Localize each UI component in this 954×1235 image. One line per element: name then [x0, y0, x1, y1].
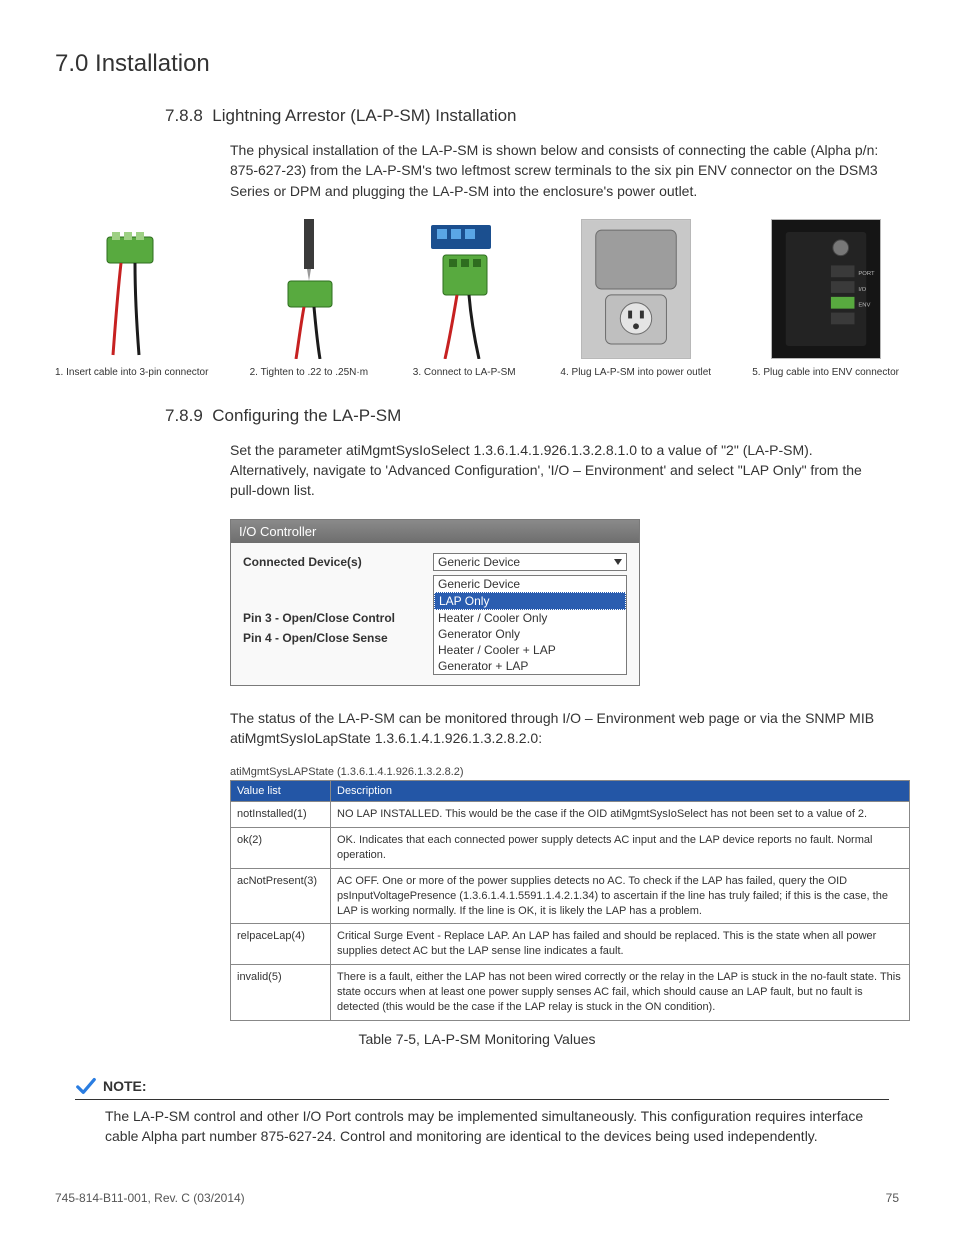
footer-left: 745-814-B11-001, Rev. C (03/2014) [55, 1191, 245, 1205]
install-step-1-image [77, 219, 187, 359]
mon-col-value: Value list [231, 781, 331, 802]
table-row: relpaceLap(4)Critical Surge Event - Repl… [231, 924, 910, 965]
io-options-dropdown[interactable]: Generic Device LAP Only Heater / Cooler … [433, 575, 627, 675]
footer-page-number: 75 [886, 1191, 899, 1205]
install-step-5-caption: 5. Plug cable into ENV connector [752, 367, 899, 378]
monitoring-table: Value list Description notInstalled(1)NO… [230, 780, 910, 1020]
io-connected-select[interactable]: Generic Device [433, 553, 627, 571]
table-row: notInstalled(1)NO LAP INSTALLED. This wo… [231, 802, 910, 828]
section-789-para2: The status of the LA-P-SM can be monitor… [230, 708, 889, 749]
install-step-5: PORT I/O ENV 5. Plug cable into ENV conn… [752, 219, 899, 378]
io-option-heatercoolerlap[interactable]: Heater / Cooler + LAP [434, 642, 626, 658]
table-row: invalid(5)There is a fault, either the L… [231, 965, 910, 1021]
chevron-down-icon [614, 559, 622, 565]
install-step-1-caption: 1. Insert cable into 3-pin connector [55, 367, 208, 378]
section-789-num: 7.8.9 [165, 406, 203, 425]
section-789-heading: 7.8.9 Configuring the LA-P-SM [165, 406, 899, 426]
install-step-4-caption: 4. Plug LA-P-SM into power outlet [560, 367, 711, 378]
io-option-generator[interactable]: Generator Only [434, 626, 626, 642]
mon-table-caption: atiMgmtSysLAPState (1.3.6.1.4.1.926.1.3.… [230, 766, 899, 778]
svg-text:PORT: PORT [858, 271, 875, 277]
install-steps-row: 1. Insert cable into 3-pin connector 2. … [55, 219, 899, 378]
install-step-2: 2. Tighten to .22 to .25N·m [250, 219, 368, 378]
install-step-3-image [409, 219, 519, 359]
io-option-laponly[interactable]: LAP Only [434, 592, 626, 610]
io-pin4-label: Pin 4 - Open/Close Sense [243, 629, 433, 645]
table-row: acNotPresent(3)AC OFF. One or more of th… [231, 868, 910, 924]
table-row: ok(2)OK. Indicates that each connected p… [231, 828, 910, 869]
section-789-para1: Set the parameter atiMgmtSysIoSelect 1.3… [230, 440, 889, 501]
io-connected-select-value: Generic Device [438, 555, 520, 569]
section-789-title: Configuring the LA-P-SM [212, 406, 401, 425]
section-788-title: Lightning Arrestor (LA-P-SM) Installatio… [212, 106, 516, 125]
chapter-title: 7.0 Installation [55, 50, 899, 78]
install-step-2-caption: 2. Tighten to .22 to .25N·m [250, 367, 368, 378]
io-option-generatorlap[interactable]: Generator + LAP [434, 658, 626, 674]
svg-text:I/O: I/O [858, 287, 866, 293]
note-block: NOTE: The LA-P-SM control and other I/O … [55, 1075, 899, 1147]
section-788-heading: 7.8.8 Lightning Arrestor (LA-P-SM) Insta… [165, 106, 899, 126]
checkmark-icon [75, 1075, 97, 1097]
svg-text:ENV: ENV [858, 303, 870, 309]
io-controller-header: I/O Controller [231, 520, 639, 543]
io-connected-label: Connected Device(s) [243, 555, 433, 569]
mon-table-title: Table 7-5, LA-P-SM Monitoring Values [55, 1031, 899, 1047]
io-option-heatercooler[interactable]: Heater / Cooler Only [434, 610, 626, 626]
install-step-3: 3. Connect to LA-P-SM [409, 219, 519, 378]
io-controller-screenshot: I/O Controller Connected Device(s) Gener… [230, 519, 640, 686]
install-step-4-image [581, 219, 691, 359]
install-step-3-caption: 3. Connect to LA-P-SM [413, 367, 516, 378]
io-option-generic[interactable]: Generic Device [434, 576, 626, 592]
install-step-1: 1. Insert cable into 3-pin connector [55, 219, 208, 378]
install-step-5-image: PORT I/O ENV [771, 219, 881, 359]
mon-col-desc: Description [331, 781, 910, 802]
install-step-2-image [254, 219, 364, 359]
section-788-para: The physical installation of the LA-P-SM… [230, 140, 889, 201]
install-step-4: 4. Plug LA-P-SM into power outlet [560, 219, 711, 378]
note-label: NOTE: [103, 1078, 147, 1094]
io-pin3-label: Pin 3 - Open/Close Control [243, 609, 433, 625]
section-788-num: 7.8.8 [165, 106, 203, 125]
note-body: The LA-P-SM control and other I/O Port c… [105, 1106, 889, 1147]
page-footer: 745-814-B11-001, Rev. C (03/2014) 75 [55, 1191, 899, 1205]
